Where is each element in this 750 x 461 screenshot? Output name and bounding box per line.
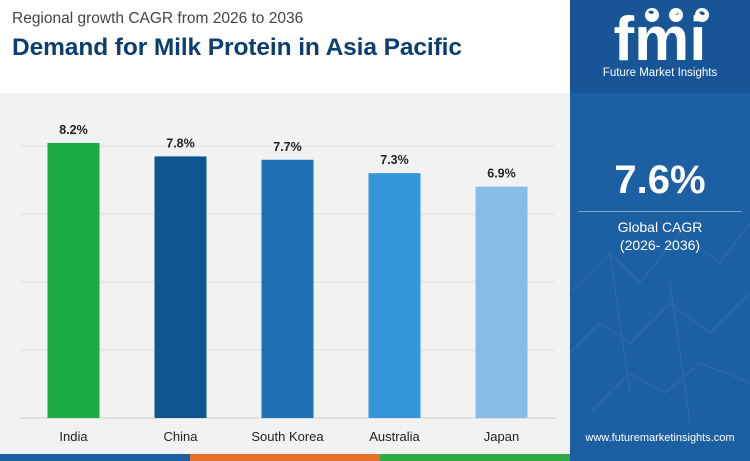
kpi-divider xyxy=(578,211,742,212)
category-label: Japan xyxy=(484,429,519,444)
value-label: 7.7% xyxy=(273,140,302,154)
footer-stripe-blue xyxy=(0,454,190,461)
category-labels: India China South Korea Australia Japan xyxy=(59,429,519,444)
global-cagr-period: (2026- 2036) xyxy=(619,237,701,253)
value-label: 8.2% xyxy=(59,123,88,137)
footer-color-strip xyxy=(0,454,570,461)
logo-globe-icons xyxy=(645,8,709,22)
website-link[interactable]: www.futuremarketinsights.com xyxy=(585,432,735,444)
value-label: 6.9% xyxy=(487,167,516,181)
value-label: 7.8% xyxy=(166,136,195,150)
bar-australia xyxy=(368,173,421,418)
footer-stripe-orange xyxy=(190,454,380,461)
global-cagr-value: 7.6% xyxy=(614,158,706,202)
bar-south-korea xyxy=(261,159,314,418)
category-label: China xyxy=(164,429,199,444)
logo-block: fmi Future Market Insights xyxy=(570,0,750,93)
bar-india xyxy=(47,143,100,418)
chart-header: Regional growth CAGR from 2026 to 2036 D… xyxy=(0,0,570,93)
chart-title: Demand for Milk Protein in Asia Pacific xyxy=(12,34,462,61)
footer-stripe-green xyxy=(380,454,570,461)
bars xyxy=(47,143,528,418)
bar-chart: 8.2% 7.8% 7.7% 7.3% 6.9% India China South Kor… xyxy=(20,123,555,444)
global-cagr-label: Global CAGR xyxy=(617,219,703,235)
value-label: 7.3% xyxy=(380,153,409,167)
logo-tagline: Future Market Insights xyxy=(602,67,718,79)
bar-china xyxy=(154,156,207,418)
category-label: South Korea xyxy=(251,429,324,444)
category-label: Australia xyxy=(369,429,420,444)
category-label: India xyxy=(59,429,88,444)
bar-japan xyxy=(475,186,528,418)
chart-subtitle: Regional growth CAGR from 2026 to 2036 xyxy=(12,10,304,27)
background-decoration xyxy=(570,222,750,424)
fmi-logo: fmi xyxy=(614,5,709,68)
value-labels: 8.2% 7.8% 7.7% 7.3% 6.9% xyxy=(59,123,516,181)
sidebar-panel: fmi Future Market Insights 7.6% Global C… xyxy=(570,0,750,461)
logo-wordmark: fmi xyxy=(614,5,707,68)
